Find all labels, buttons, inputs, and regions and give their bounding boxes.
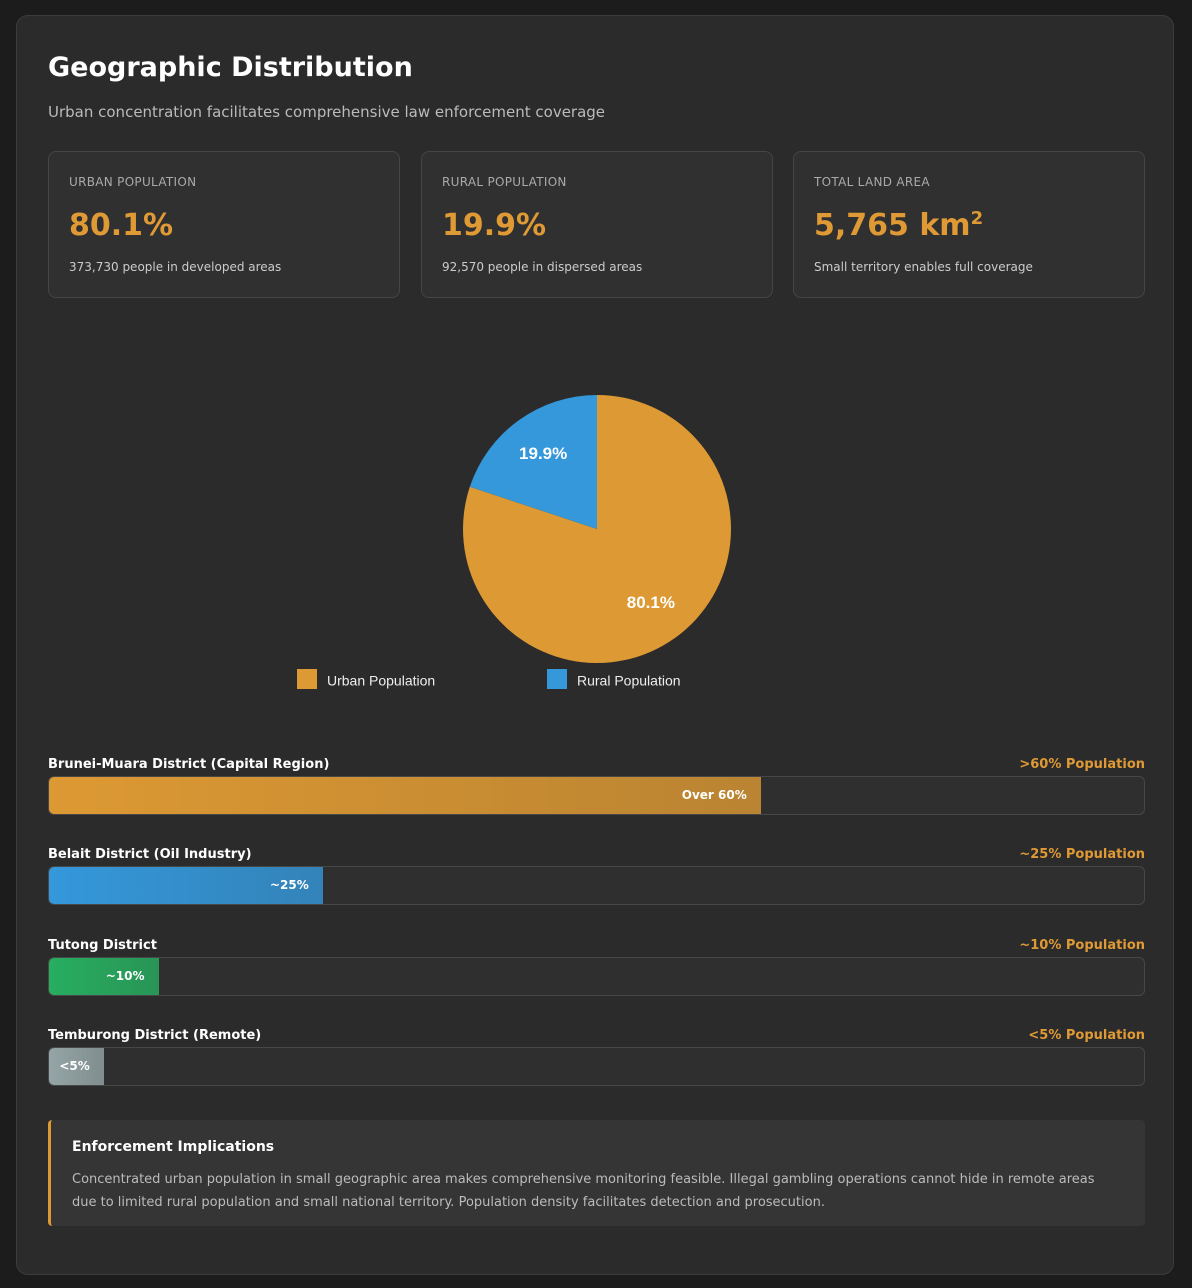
- district-bar-label: ~10%: [105, 968, 145, 983]
- card-value: 5,765 km2: [814, 208, 983, 243]
- district-name: Temburong District (Remote): [48, 1027, 262, 1043]
- card-description: Small territory enables full coverage: [814, 260, 1033, 274]
- stat-card: URBAN POPULATION 80.1% 373,730 people in d…: [48, 151, 400, 298]
- district-row: Brunei-Muara District (Capital Region) >6…: [48, 757, 1145, 837]
- note-title: Enforcement Implications: [72, 1139, 275, 1155]
- legend-swatch: [547, 669, 567, 689]
- district-row: Temburong District (Remote) <5% Populatio…: [48, 1028, 1145, 1108]
- panel: Geographic Distribution Urban concentrat…: [16, 15, 1174, 1275]
- district-share: ~25% Population: [1019, 847, 1145, 863]
- district-bar: <5%: [49, 1047, 104, 1085]
- pie-chart: 80.1% 19.9% Urban Population Rural Populati…: [297, 395, 731, 689]
- card-label: URBAN POPULATION: [69, 175, 197, 189]
- card-value: 80.1%: [69, 208, 173, 243]
- card-value-sup: 2: [970, 208, 984, 229]
- card-value-text: 80.1%: [69, 208, 174, 243]
- district-track: Over 60%: [48, 776, 1145, 815]
- district-name: Brunei-Muara District (Capital Region): [48, 757, 330, 772]
- district-name: Tutong District: [48, 937, 157, 953]
- subtitle: Urban concentration facilitates comprehe…: [48, 103, 606, 121]
- card-label: TOTAL LAND AREA: [814, 175, 930, 189]
- note-text: Concentrated urban population in small g…: [72, 1172, 1095, 1210]
- district-share: ~10% Population: [1019, 937, 1145, 953]
- card-description: 92,570 people in dispersed areas: [442, 260, 643, 274]
- district-track: ~25%: [48, 866, 1145, 906]
- note: Enforcement Implications Concentrated ur…: [48, 1120, 1145, 1226]
- card-label: RURAL POPULATION: [442, 175, 567, 189]
- card-value-text: 5,765 km: [814, 208, 971, 243]
- district-share: <5% Population: [1028, 1027, 1145, 1043]
- district-bar: ~25%: [49, 867, 323, 905]
- pie-label: 19.9%: [519, 444, 567, 463]
- legend-swatch: [297, 669, 317, 689]
- district-bar-label: ~25%: [269, 878, 309, 893]
- pie-slice: [469, 395, 597, 529]
- district-bar-label: Over 60%: [681, 788, 747, 802]
- district-name: Belait District (Oil Industry): [48, 847, 252, 863]
- card-description: 373,730 people in developed areas: [69, 260, 282, 274]
- district-track: <5%: [48, 1046, 1145, 1086]
- legend-label: Urban Population: [327, 673, 435, 689]
- pie-label: 80.1%: [627, 593, 675, 612]
- district-row: Belait District (Oil Industry) ~25% Popul…: [48, 847, 1145, 927]
- card-value-text: 19.9%: [442, 208, 547, 243]
- district-row: Tutong District ~10% Population ~10%: [48, 938, 1145, 1018]
- district-bar: ~10%: [49, 957, 159, 995]
- district-bar-label: <5%: [59, 1058, 90, 1073]
- card-value: 19.9%: [442, 208, 546, 243]
- stat-card: TOTAL LAND AREA 5,765 km2 Small territory …: [793, 151, 1145, 298]
- stat-card: RURAL POPULATION 19.9% 92,570 people in di…: [421, 151, 773, 298]
- district-track: ~10%: [48, 956, 1145, 996]
- legend-label: Rural Population: [577, 673, 681, 689]
- district-bar: Over 60%: [49, 777, 761, 814]
- title: Geographic Distribution: [48, 52, 413, 83]
- district-share: >60% Population: [1019, 757, 1145, 772]
